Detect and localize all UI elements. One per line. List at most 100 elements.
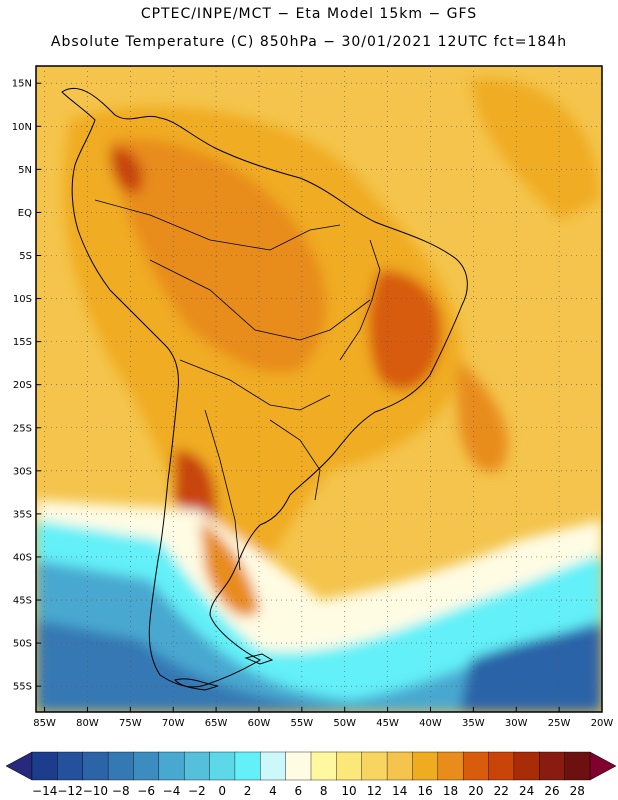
colorbar-high-arrow xyxy=(589,751,617,781)
lon-tick-label: 40W xyxy=(419,718,442,729)
colorbar-cell xyxy=(386,751,413,781)
colorbar-label: 22 xyxy=(494,784,509,798)
colorbar-label: −2 xyxy=(188,784,206,798)
lat-tick-label: 10S xyxy=(13,294,32,305)
colorbar-cell xyxy=(513,751,540,781)
colorbar-label: 2 xyxy=(244,784,252,798)
lat-tick-label: 15S xyxy=(13,337,32,348)
lat-tick-label: 5S xyxy=(19,251,32,262)
field-zone-hot-interior xyxy=(110,138,327,373)
lat-tick-label: 15N xyxy=(12,79,32,90)
colorbar-label: −4 xyxy=(163,784,181,798)
falkland-islands xyxy=(244,653,274,665)
colorbar-cell xyxy=(260,751,287,781)
border-center xyxy=(149,259,371,341)
map-frame xyxy=(35,65,603,713)
colorbar-label: 20 xyxy=(468,784,483,798)
colorbar-label: −14 xyxy=(32,784,57,798)
lon-tick-label: 35W xyxy=(462,718,485,729)
colorbar-cell xyxy=(107,751,134,781)
colorbar-label: 0 xyxy=(218,784,226,798)
colorbar-label: 12 xyxy=(367,784,382,798)
border-north xyxy=(94,199,341,251)
lon-tick-label: 45W xyxy=(376,718,399,729)
lat-tick-label: 50S xyxy=(13,639,32,650)
field-zone-warm-tongue xyxy=(200,520,260,617)
colorbar: −14 −12 −10 −8 −6 −4 −2 0 2 4 6 8 10 12 14 16 18 20 22 24 26… xyxy=(5,751,617,798)
lon-tick-label: 80W xyxy=(76,718,99,729)
latitude-labels: 15N 10N 5N EQ 5S 10S 15S 20S 25S 30S 35S 40S 45S 50S 5… xyxy=(12,79,41,693)
border-andes xyxy=(204,409,241,571)
field-zone-hot-north xyxy=(110,148,143,193)
colorbar-cell xyxy=(285,751,312,781)
colorbar-cell xyxy=(31,751,58,781)
field-zone-coldest-east xyxy=(460,625,602,712)
border-southeast xyxy=(269,419,321,501)
field-zone-hot-west xyxy=(175,450,216,524)
colorbar-cell xyxy=(564,751,591,781)
colorbar-cell xyxy=(183,751,211,781)
field-zone-hot-east xyxy=(368,270,442,390)
lon-tick-label: 20W xyxy=(591,718,614,729)
colorbar-label: −8 xyxy=(112,784,130,798)
colorbar-label: 24 xyxy=(519,784,534,798)
lat-tick-label: 55S xyxy=(13,682,32,693)
lon-tick-label: 60W xyxy=(248,718,271,729)
colorbar-label: 18 xyxy=(443,784,458,798)
border-northeast xyxy=(339,239,381,361)
colorbar-cell xyxy=(336,751,363,781)
colorbar-cell xyxy=(361,751,388,781)
lon-tick-label: 50W xyxy=(333,718,356,729)
lon-tick-label: 70W xyxy=(162,718,185,729)
colorbar-label: 14 xyxy=(392,784,407,798)
colorbar-cell xyxy=(412,751,439,781)
lat-tick-label: 25S xyxy=(13,423,32,434)
colorbar-label: −6 xyxy=(137,784,155,798)
longitude-labels: 85W 80W 75W 70W 65W 60W 55W 50W 45W 40W 35W 30W 25W 2… xyxy=(33,707,613,729)
colorbar-cell xyxy=(158,751,185,781)
lat-tick-label: 45S xyxy=(13,596,32,607)
map-title-model: CPTEC/INPE/MCT − Eta Model 15km − GFS xyxy=(140,6,478,22)
colorbar-cell xyxy=(234,751,261,781)
colorbar-cell xyxy=(82,751,109,781)
colorbar-cells xyxy=(5,751,617,781)
colorbar-low-arrow xyxy=(5,751,33,781)
lat-tick-label: 40S xyxy=(13,552,32,563)
lat-tick-label: EQ xyxy=(18,208,32,219)
field-zone-atlantic-north xyxy=(470,78,600,220)
colorbar-label: 6 xyxy=(294,784,302,798)
colorbar-label: −10 xyxy=(83,784,108,798)
colorbar-label: 10 xyxy=(341,784,356,798)
colorbar-label: −12 xyxy=(57,784,82,798)
lon-tick-label: 30W xyxy=(505,718,528,729)
colorbar-cell xyxy=(462,751,490,781)
lon-tick-label: 75W xyxy=(119,718,142,729)
lon-tick-label: 25W xyxy=(548,718,571,729)
lat-tick-label: 5N xyxy=(18,165,32,176)
lon-tick-label: 65W xyxy=(205,718,228,729)
colorbar-cell xyxy=(310,751,337,781)
lat-tick-label: 30S xyxy=(13,466,32,477)
lon-tick-label: 85W xyxy=(33,718,56,729)
temperature-map: 15N 10N 5N EQ 5S 10S 15S 20S 25S 30S 35S 40S 45S 50S 5… xyxy=(12,65,613,729)
colorbar-cell xyxy=(57,751,84,781)
lon-tick-label: 55W xyxy=(291,718,314,729)
field-zone-atlantic-coast xyxy=(457,360,508,472)
colorbar-label: 8 xyxy=(320,784,328,798)
colorbar-label: 26 xyxy=(544,784,559,798)
colorbar-labels: −14 −12 −10 −8 −6 −4 −2 0 2 4 6 8 10 12 14 16 18 20 22 24 26… xyxy=(32,784,585,798)
border-south-central xyxy=(179,359,331,411)
colorbar-cell xyxy=(539,751,566,781)
colorbar-cell xyxy=(437,751,464,781)
map-title-variable: Absolute Temperature (C) 850hPa − 30/01/… xyxy=(50,34,568,50)
lat-tick-label: 10N xyxy=(12,122,32,133)
south-america-coastline xyxy=(61,87,468,688)
colorbar-cell xyxy=(488,751,515,781)
colorbar-cell xyxy=(209,751,236,781)
colorbar-label: 4 xyxy=(269,784,277,798)
tierra-del-fuego xyxy=(174,678,219,691)
colorbar-label: 28 xyxy=(570,784,585,798)
colorbar-label: 16 xyxy=(417,784,432,798)
lat-tick-label: 20S xyxy=(13,380,32,391)
temperature-field xyxy=(36,66,602,712)
